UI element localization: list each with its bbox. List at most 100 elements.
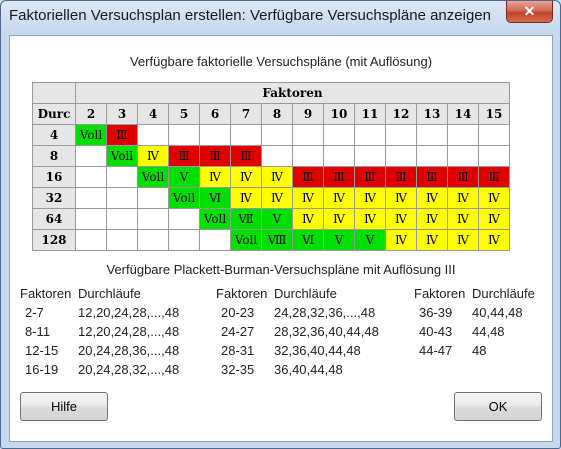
close-button[interactable]: ✕ [506,1,553,23]
design-cell[interactable]: Ⅳ [354,187,386,209]
pb-column: Faktoren Durchläufe 20-23 24,28,32,36,...,4… [216,286,379,381]
design-cell[interactable]: Ⅲ [106,124,138,146]
design-cell[interactable]: Ⅲ [323,166,355,188]
design-cell[interactable]: Ⅲ [447,166,479,188]
empty-cell [292,145,324,167]
design-cell[interactable]: Ⅳ [447,208,479,230]
pb-factors-value: 2-7 [25,305,44,320]
design-cell[interactable]: Ⅳ [447,187,479,209]
design-cell[interactable]: Ⅳ [416,229,448,251]
pb-row: 8-11 12,20,24,28,...,48 [20,324,179,343]
design-cell[interactable]: Voll [199,208,231,230]
design-cell[interactable]: Voll [230,229,262,251]
design-cell[interactable]: Ⅳ [416,187,448,209]
ok-button-label: OK [488,399,508,414]
factor-count-header: 12 [385,103,417,125]
design-cell[interactable]: Ⅳ [478,229,510,251]
design-cell[interactable]: Ⅳ [385,187,417,209]
factor-count-header: 8 [261,103,293,125]
empty-cell [199,229,231,251]
pb-row: 12-15 20,24,28,36,...,48 [20,343,179,362]
pb-factors-label: Faktoren [216,286,268,301]
empty-cell [478,145,510,167]
pb-column: Faktoren Durchläufe 2-7 12,20,24,28,...,48 8… [20,286,179,381]
factor-count-header: 6 [199,103,231,125]
design-cell[interactable]: Ⅳ [385,208,417,230]
pb-column-header: Faktoren Durchläufe [20,286,179,305]
design-cell[interactable]: Ⅲ [478,166,510,188]
design-cell[interactable]: Voll [75,124,107,146]
design-cell[interactable]: Ⅳ [323,208,355,230]
design-cell[interactable]: Ⅳ [354,208,386,230]
design-cell[interactable]: Ⅳ [292,187,324,209]
factor-count-header: 11 [354,103,386,125]
pb-runs-value: 36,40,44,48 [274,362,343,377]
empty-cell [75,166,107,188]
design-cell[interactable]: Ⅳ [230,166,262,188]
pb-runs-value: 40,44,48 [472,305,523,320]
design-cell[interactable]: Ⅳ [416,208,448,230]
design-cell[interactable]: Ⅴ [168,166,200,188]
table-row: 4 Voll Ⅲ [32,124,510,146]
design-cell[interactable]: Ⅳ [230,187,262,209]
runs-row-header: 16 [32,166,76,188]
design-cell[interactable]: Ⅵ [199,187,231,209]
design-cell[interactable]: Voll [137,166,169,188]
factor-count-header: 13 [416,103,448,125]
empty-cell [75,187,107,209]
design-cell[interactable]: Ⅳ [478,208,510,230]
design-cell[interactable]: Voll [168,187,200,209]
design-cell[interactable]: Ⅳ [261,166,293,188]
design-cell[interactable]: Ⅳ [385,229,417,251]
dialog-content: Verfügbare faktorielle Versuchspläne (mi… [9,35,553,442]
pb-factors-value: 28-31 [221,343,255,358]
design-cell[interactable]: Ⅷ [261,229,293,251]
empty-cell [416,124,448,146]
factor-count-header: 14 [447,103,479,125]
empty-cell [478,124,510,146]
design-cell[interactable]: Ⅲ [230,145,262,167]
help-button[interactable]: Hilfe [20,392,108,421]
ok-button[interactable]: OK [454,392,542,421]
window-title: Faktoriellen Versuchsplan erstellen: Ver… [9,7,491,24]
factor-count-header: 5 [168,103,200,125]
design-cell[interactable]: Ⅳ [447,229,479,251]
pb-factors-value: 36-39 [419,305,453,320]
design-cell[interactable]: Ⅲ [416,166,448,188]
pb-factors-value: 12-15 [25,343,59,358]
design-cell[interactable]: Ⅳ [137,145,169,167]
design-cell[interactable]: Ⅳ [323,187,355,209]
table-row: 32 Voll Ⅵ Ⅳ Ⅳ Ⅳ Ⅳ Ⅳ Ⅳ Ⅳ Ⅳ Ⅳ [32,187,510,209]
factor-count-header: 2 [75,103,107,125]
design-cell[interactable]: Ⅴ [354,229,386,251]
design-cell[interactable]: Ⅵ [292,229,324,251]
design-cell[interactable]: Ⅳ [292,208,324,230]
pb-runs-value: 24,28,32,36,...,48 [274,305,376,320]
empty-cell [106,166,138,188]
design-cell[interactable]: Ⅳ [199,166,231,188]
design-cell[interactable]: Ⅴ [261,208,293,230]
design-cell[interactable]: Ⅶ [230,208,262,230]
runs-row-header: 64 [32,208,76,230]
pb-runs-value: 20,24,28,32,...,48 [78,362,180,377]
design-cell[interactable]: Ⅳ [478,187,510,209]
table-row: 8 Voll Ⅳ Ⅲ Ⅲ Ⅲ [32,145,510,167]
pb-runs-value: 48 [472,343,487,358]
design-cell[interactable]: Ⅲ [385,166,417,188]
factor-count-header: 4 [137,103,169,125]
empty-cell [137,124,169,146]
empty-cell [168,208,200,230]
design-cell[interactable]: Ⅳ [261,187,293,209]
empty-cell [416,145,448,167]
pb-runs-label: Durchläufe [274,286,337,301]
empty-cell [230,124,262,146]
design-cell[interactable]: Ⅴ [323,229,355,251]
empty-cell [354,124,386,146]
pb-factors-label: Faktoren [20,286,72,301]
design-cell[interactable]: Ⅲ [354,166,386,188]
close-icon: ✕ [523,3,536,19]
design-cell[interactable]: Ⅲ [199,145,231,167]
design-cell[interactable]: Ⅲ [292,166,324,188]
design-cell[interactable]: Voll [106,145,138,167]
design-cell[interactable]: Ⅲ [168,145,200,167]
